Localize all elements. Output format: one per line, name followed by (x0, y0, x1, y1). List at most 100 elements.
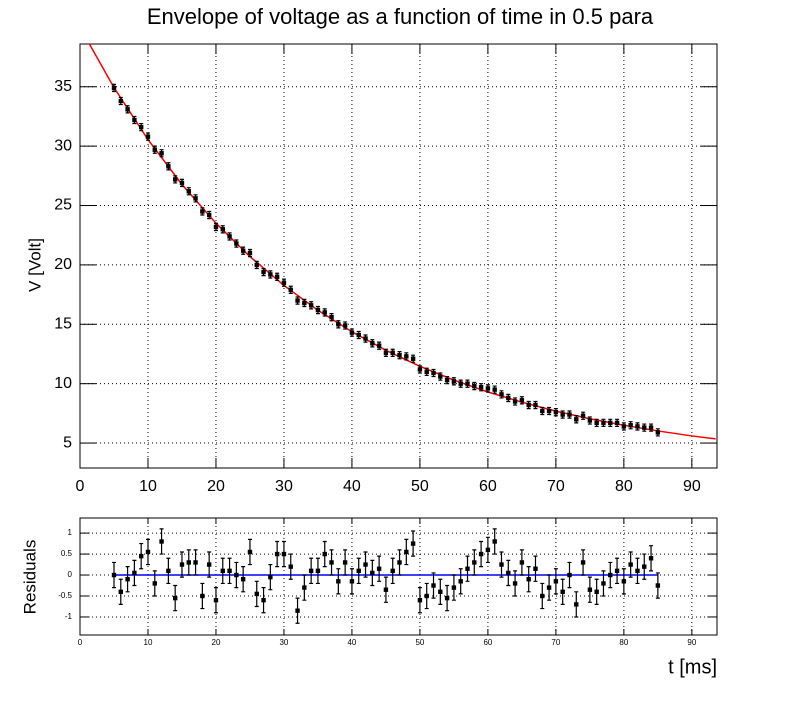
data-point (587, 418, 593, 423)
data-point (166, 568, 171, 574)
data-point (193, 196, 198, 201)
data-point (594, 420, 599, 426)
data-point (499, 562, 504, 567)
data-point (431, 583, 436, 588)
data-point (608, 572, 613, 578)
data-point (533, 566, 538, 571)
data-point (410, 356, 416, 361)
data-point (546, 585, 552, 590)
y-tick-label: -0.5 (58, 591, 72, 600)
data-point (206, 562, 212, 567)
data-point (540, 408, 545, 414)
data-point (635, 568, 640, 574)
data-point (179, 180, 185, 186)
data-point (159, 151, 164, 156)
data-point (655, 430, 661, 435)
data-point (356, 568, 361, 574)
data-point (152, 147, 157, 152)
y-tick-label: 1 (68, 528, 73, 537)
data-point (227, 568, 232, 574)
data-point (608, 420, 613, 426)
data-point (560, 589, 565, 595)
y-tick-label: 25 (54, 197, 72, 214)
data-point (512, 399, 518, 404)
data-point (322, 551, 327, 557)
data-point (322, 310, 327, 315)
data-point (444, 377, 450, 383)
data-point (349, 579, 355, 584)
data-point (458, 579, 463, 584)
data-point (234, 241, 239, 246)
data-point (621, 424, 627, 429)
data-point (648, 425, 654, 430)
data-point (363, 562, 368, 567)
data-point (478, 385, 484, 390)
x-tick-label: 60 (479, 478, 497, 495)
data-point (390, 350, 395, 355)
y-tick-label: 15 (54, 316, 72, 333)
data-point (594, 589, 599, 595)
data-point (118, 98, 123, 104)
y-tick-label: 5 (63, 434, 72, 451)
data-point (472, 560, 477, 565)
data-point (227, 234, 232, 239)
data-point (540, 593, 545, 599)
data-point (281, 280, 287, 285)
data-point (247, 250, 253, 256)
data-point (512, 581, 518, 586)
data-point (478, 551, 484, 557)
data-point (166, 164, 171, 169)
data-point (424, 369, 429, 374)
data-point (376, 566, 382, 571)
data-point (342, 323, 348, 328)
data-point (213, 597, 219, 603)
data-point (438, 374, 443, 379)
data-point (601, 420, 606, 426)
x-tick-label: 60 (483, 638, 492, 647)
data-point (370, 341, 375, 346)
x-tick-label: 50 (411, 478, 429, 495)
data-point (193, 560, 198, 565)
data-point (519, 398, 525, 403)
data-point (614, 420, 620, 426)
plot-area (111, 528, 661, 624)
x-axis-label: t [ms] (668, 656, 717, 678)
data-point (628, 562, 633, 567)
data-point (254, 591, 259, 597)
data-point (560, 412, 565, 417)
data-point (179, 562, 185, 567)
data-point (506, 395, 511, 401)
data-point (125, 577, 130, 582)
data-point (472, 383, 477, 389)
data-point (138, 553, 144, 559)
data-point (172, 177, 178, 182)
data-point (302, 585, 307, 590)
data-point (397, 352, 402, 358)
data-point (424, 593, 429, 599)
x-tick-label: 30 (279, 638, 288, 647)
data-point (281, 551, 287, 557)
data-point (553, 409, 559, 415)
data-point (356, 332, 361, 338)
data-point (261, 597, 266, 603)
data-point (383, 587, 389, 592)
data-point (417, 367, 423, 372)
data-point (132, 117, 137, 123)
data-point (247, 549, 253, 555)
data-point (383, 350, 389, 355)
x-tick-label: 30 (275, 478, 293, 495)
x-tick-label: 70 (551, 638, 560, 647)
data-point (526, 577, 531, 582)
data-point (295, 298, 300, 303)
x-tick-label: 50 (415, 638, 424, 647)
plot-area (88, 44, 716, 440)
x-tick-label: 20 (212, 638, 221, 647)
y-axis-label: V [Volt] (25, 238, 44, 292)
data-point (519, 560, 525, 565)
data-point (159, 539, 164, 544)
data-point (274, 274, 280, 279)
data-point (410, 541, 416, 546)
data-point (111, 572, 117, 578)
data-point (635, 424, 640, 429)
data-point (648, 556, 654, 561)
